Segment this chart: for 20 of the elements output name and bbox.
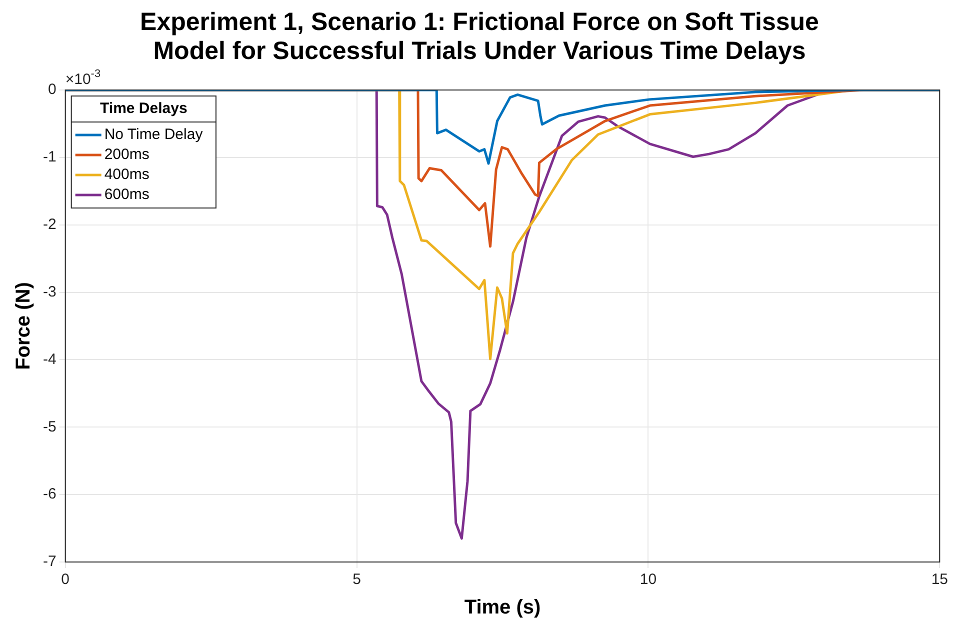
y-tick-label: -3: [42, 283, 56, 300]
legend-label: 400ms: [104, 166, 150, 184]
y-tick-label: 0: [48, 81, 56, 98]
y-axis-title: Force (N): [12, 282, 35, 370]
x-tick-label: 10: [640, 571, 657, 588]
legend-label: 200ms: [104, 146, 150, 164]
y-tick-label: -7: [42, 553, 56, 570]
y-tick-label: -2: [42, 216, 56, 233]
legend-label: No Time Delay: [104, 126, 204, 144]
x-tick-label: 5: [352, 571, 361, 588]
x-tick-label: 0: [61, 571, 70, 588]
x-tick-label: 15: [931, 571, 948, 588]
y-tick-label: -5: [42, 418, 56, 436]
y-tick-label: -6: [42, 486, 56, 503]
y-tick-label: -1: [42, 148, 56, 166]
y-tick-label: -4: [42, 350, 56, 368]
x-axis-title: Time (s): [464, 596, 541, 619]
legend-title: Time Delays: [100, 100, 188, 118]
legend-label: 600ms: [104, 186, 150, 204]
chart-title: Experiment 1, Scenario 1: Frictional Force on Soft Tissue Model for Successful Trials Under Various Time Delays: [139, 8, 820, 66]
